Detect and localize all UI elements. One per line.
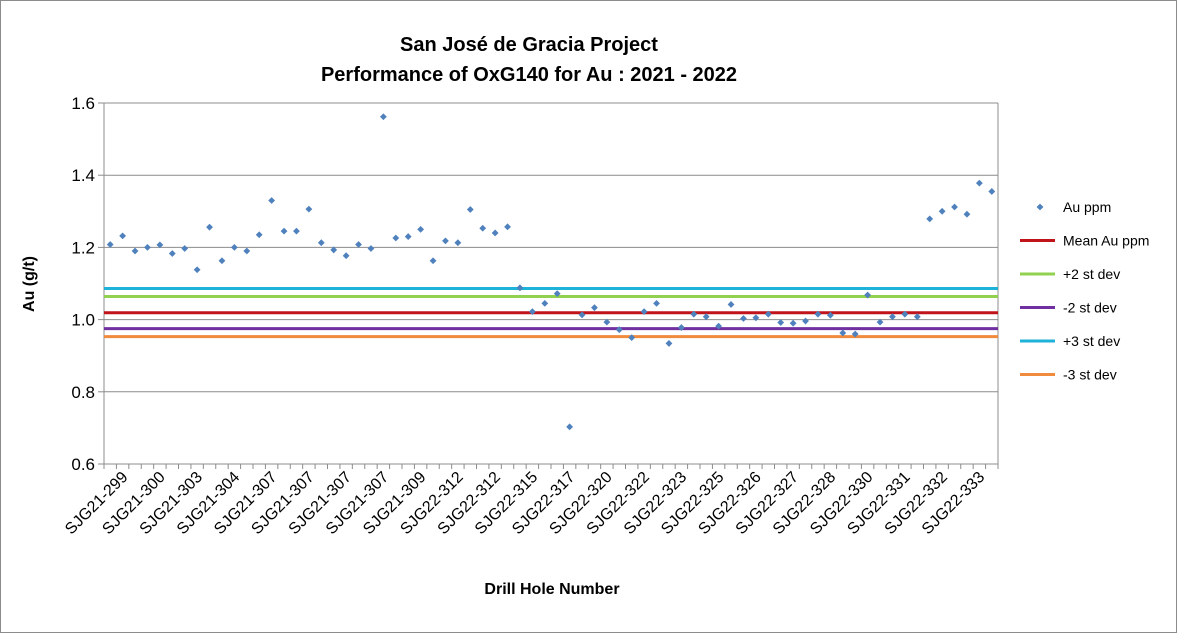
data-point	[168, 250, 176, 257]
data-point	[566, 423, 574, 431]
legend-label: +3 st dev	[1063, 333, 1120, 349]
data-point	[280, 227, 288, 235]
data-point	[839, 329, 847, 337]
data-point	[243, 247, 251, 255]
data-point	[516, 284, 524, 292]
y-tick-label: 1.0	[71, 311, 95, 330]
data-point	[491, 229, 499, 237]
data-point	[615, 326, 623, 334]
chart-title-line-2: Performance of OxG140 for Au : 2021 - 20…	[321, 64, 737, 86]
data-point	[913, 313, 921, 321]
data-point	[504, 223, 511, 231]
data-point	[293, 227, 300, 235]
data-point	[963, 210, 971, 218]
legend-marker	[1036, 203, 1044, 211]
data-point	[777, 319, 785, 326]
data-point	[131, 247, 139, 255]
chart-title-line-1: San José de Gracia Project	[400, 34, 658, 56]
data-point	[181, 245, 189, 252]
data-point	[653, 299, 660, 307]
data-point	[628, 334, 636, 342]
data-point	[442, 237, 449, 245]
data-point	[417, 225, 425, 233]
data-point	[677, 324, 685, 331]
data-point	[379, 113, 387, 121]
data-point	[975, 179, 983, 187]
y-tick-label: 0.8	[71, 383, 95, 402]
grid-layer	[104, 102, 998, 465]
data-point	[541, 299, 549, 307]
reference-lines	[104, 287, 998, 339]
data-point	[342, 252, 350, 260]
data-point	[851, 330, 859, 338]
data-point	[826, 311, 834, 319]
data-point	[230, 244, 238, 251]
y-tick-label: 1.2	[71, 238, 95, 257]
y-axis-title: Au (g/t)	[21, 256, 38, 312]
data-point	[715, 322, 723, 330]
data-point	[466, 206, 474, 213]
data-point	[690, 310, 698, 318]
data-point	[764, 310, 772, 318]
data-point	[144, 244, 151, 251]
data-point	[864, 291, 872, 299]
data-point	[330, 246, 338, 254]
data-point	[429, 257, 437, 265]
data-point	[106, 241, 114, 248]
data-point	[156, 241, 164, 249]
data-point	[479, 224, 487, 232]
data-point	[802, 317, 809, 325]
data-point	[119, 232, 127, 240]
axis-layer	[98, 102, 999, 469]
x-axis-title: Drill Hole Number	[484, 581, 619, 598]
data-point	[591, 304, 598, 312]
data-point	[988, 188, 996, 195]
data-point	[789, 319, 797, 327]
data-point	[640, 308, 648, 316]
data-point	[814, 310, 822, 318]
data-point	[926, 215, 934, 223]
data-point	[938, 207, 946, 215]
data-point	[740, 315, 747, 322]
data-point	[218, 257, 226, 265]
y-tick-labels: 0.6 0.8 1.0 1.2 1.4 1.6	[71, 94, 95, 474]
data-point	[876, 318, 884, 326]
data-point	[752, 314, 760, 322]
data-point	[528, 308, 536, 316]
legend-label: +2 st dev	[1063, 266, 1120, 282]
data-point	[553, 290, 561, 298]
legend-label: Mean Au ppm	[1063, 233, 1149, 249]
data-point	[193, 266, 201, 274]
data-point	[206, 223, 213, 231]
data-point	[889, 313, 896, 321]
legend-label: -3 st dev	[1063, 367, 1117, 383]
data-points	[106, 113, 996, 431]
legend-label: Au ppm	[1063, 199, 1111, 215]
legend: Au ppm Mean Au ppm +2 st dev -2 st dev +3 st…	[1020, 199, 1149, 383]
data-point	[951, 203, 958, 211]
data-point	[454, 239, 462, 247]
data-point	[367, 245, 375, 252]
x-tick-labels: SJG21-299SJG21-300SJG21-303SJG21-304SJG2…	[62, 469, 988, 538]
data-point	[305, 205, 313, 213]
data-point	[901, 310, 909, 318]
data-point	[255, 231, 263, 239]
legend-label: -2 st dev	[1063, 300, 1117, 316]
data-point	[404, 233, 412, 240]
y-tick-label: 1.4	[71, 166, 95, 185]
y-tick-label: 0.6	[71, 455, 95, 474]
data-point	[727, 301, 735, 308]
data-point	[355, 241, 362, 248]
data-point	[702, 313, 710, 321]
data-point	[392, 234, 400, 242]
data-point	[268, 197, 276, 204]
data-point	[665, 340, 673, 347]
data-point	[603, 318, 611, 326]
y-tick-label: 1.6	[71, 94, 95, 113]
data-point	[578, 311, 586, 319]
data-point	[317, 239, 325, 247]
